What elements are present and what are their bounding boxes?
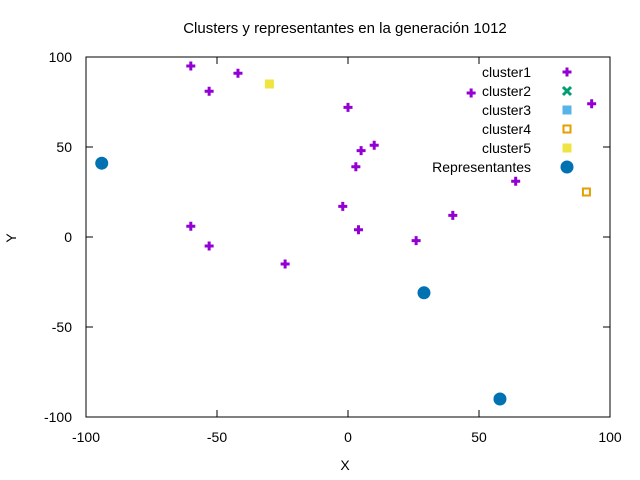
legend-marker-cluster5 (562, 143, 572, 153)
point-cluster1-10 (338, 201, 348, 211)
x-tick-label-1: -50 (207, 429, 227, 445)
x-tick-label-0: -100 (72, 429, 100, 445)
point-cluster4-0 (581, 187, 591, 197)
legend-marker-representantes (560, 160, 574, 174)
point-cluster1-0 (186, 61, 196, 71)
x-axis-label: X (340, 457, 350, 473)
x-tick-label-4: 100 (598, 429, 622, 445)
point-cluster1-7 (356, 146, 366, 156)
x-tick-label-3: 50 (471, 429, 487, 445)
point-cluster1-6 (369, 140, 379, 150)
y-tick-label-3: 50 (56, 139, 72, 155)
legend-label-representantes: Representantes (432, 159, 531, 175)
legend-marker-cluster1 (562, 67, 572, 77)
point-cluster1-11 (448, 210, 458, 220)
point-cluster1-13 (353, 225, 363, 235)
legend-marker-cluster2 (561, 85, 573, 97)
data-points (95, 61, 597, 406)
point-representantes-1 (417, 286, 431, 300)
point-cluster1-5 (587, 99, 597, 109)
x-tick-label-2: 0 (344, 429, 352, 445)
point-cluster1-2 (204, 86, 214, 96)
legend: cluster1 cluster2 cluster3 cluster4 cluster5… (432, 64, 574, 175)
point-representantes-2 (493, 392, 507, 406)
legend-marker-cluster4 (562, 124, 572, 134)
legend-label-cluster2: cluster2 (482, 83, 531, 99)
point-cluster1-16 (280, 259, 290, 269)
point-cluster1-14 (411, 236, 421, 246)
point-cluster1-8 (351, 162, 361, 172)
point-cluster5-0 (264, 79, 274, 89)
y-tick-label-2: 0 (64, 229, 72, 245)
point-cluster1-12 (186, 221, 196, 231)
point-cluster1-15 (204, 241, 214, 251)
point-cluster1-1 (233, 68, 243, 78)
legend-label-cluster3: cluster3 (482, 102, 531, 118)
axis-ticks: -100 -50 0 50 100 -100 -50 0 50 100 (44, 49, 622, 445)
point-cluster1-9 (511, 176, 521, 186)
y-axis-label: Y (3, 233, 19, 243)
point-representantes-0 (95, 156, 109, 170)
legend-label-cluster1: cluster1 (482, 64, 531, 80)
y-tick-label-1: -50 (52, 319, 72, 335)
y-tick-label-0: -100 (44, 409, 72, 425)
legend-label-cluster4: cluster4 (482, 121, 531, 137)
legend-marker-cluster3 (562, 105, 572, 115)
chart-title: Clusters y representantes en la generaci… (183, 20, 507, 37)
point-cluster1-4 (466, 88, 476, 98)
y-tick-label-4: 100 (49, 49, 73, 65)
legend-label-cluster5: cluster5 (482, 140, 531, 156)
point-cluster1-3 (343, 102, 353, 112)
